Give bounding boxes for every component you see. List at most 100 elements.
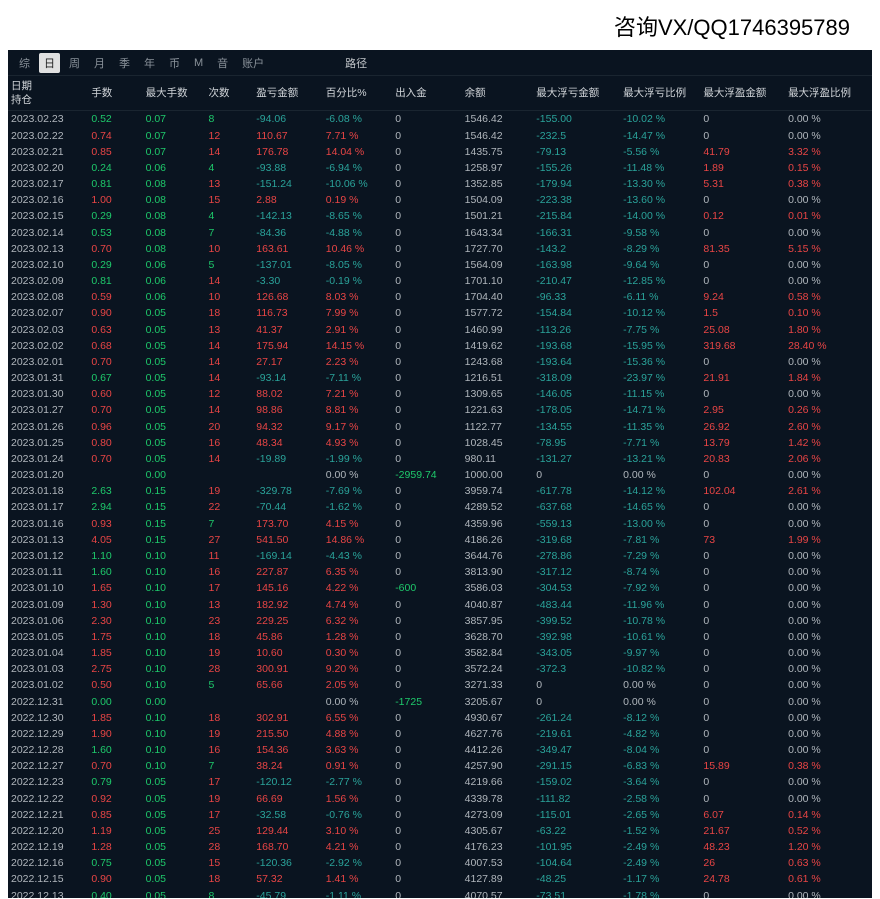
table-row[interactable]: 2022.12.210.850.0517-32.58-0.76 %04273.0… [8, 807, 872, 823]
table-row[interactable]: 2023.01.051.750.101845.861.28 %03628.70-… [8, 629, 872, 645]
col-header[interactable]: 出入金 [392, 76, 461, 111]
cell: 0.93 [88, 516, 142, 532]
table-row[interactable]: 2023.01.160.930.157173.704.15 %04359.96-… [8, 516, 872, 532]
cell [206, 694, 254, 710]
table-row[interactable]: 2022.12.150.900.051857.321.41 %04127.89-… [8, 871, 872, 887]
tab-综[interactable]: 综 [14, 53, 35, 73]
col-header[interactable]: 最大浮亏金额 [533, 76, 620, 111]
table-row[interactable]: 2022.12.310.000.000.00 %-17253205.6700.0… [8, 694, 872, 710]
cell: 18 [206, 305, 254, 321]
tab-账户[interactable]: 账户 [237, 53, 269, 73]
table-row[interactable]: 2023.02.020.680.0514175.9414.15 %01419.6… [8, 338, 872, 354]
table-row[interactable]: 2022.12.160.750.0515-120.36-2.92 %04007.… [8, 855, 872, 871]
cell: 0.79 [88, 774, 142, 790]
table-row[interactable]: 2023.01.182.630.1519-329.78-7.69 %03959.… [8, 483, 872, 499]
cell: -48.25 [533, 871, 620, 887]
table-row[interactable]: 2023.02.100.290.065-137.01-8.05 %01564.0… [8, 257, 872, 273]
col-header[interactable]: 最大浮盈比例 [785, 76, 872, 111]
cell: -131.27 [533, 451, 620, 467]
cell: 21.91 [700, 370, 785, 386]
cell: 0.14 % [785, 807, 872, 823]
table-row[interactable]: 2023.01.121.100.1011-169.14-4.43 %03644.… [8, 548, 872, 564]
cell: 1.41 % [323, 871, 392, 887]
cell: 0 [392, 435, 461, 451]
cell: 23 [206, 613, 254, 629]
col-header[interactable]: 百分比% [323, 76, 392, 111]
table-row[interactable]: 2022.12.291.900.1019215.504.88 %04627.76… [8, 726, 872, 742]
cell: -10.78 % [620, 613, 700, 629]
table-row[interactable]: 2023.01.091.300.1013182.924.74 %04040.87… [8, 597, 872, 613]
tab-M[interactable]: M [189, 55, 208, 71]
col-header[interactable]: 手数 [88, 76, 142, 111]
table-row[interactable]: 2023.01.041.850.101910.600.30 %03582.84-… [8, 645, 872, 661]
cell: 26.92 [700, 419, 785, 435]
col-header[interactable]: 最大浮盈金额 [700, 76, 785, 111]
table-row[interactable]: 2023.01.062.300.1023229.256.32 %03857.95… [8, 613, 872, 629]
table-row[interactable]: 2023.01.260.960.052094.329.17 %01122.77-… [8, 419, 872, 435]
table-row[interactable]: 2023.02.080.590.0610126.688.03 %01704.40… [8, 289, 872, 305]
table-row[interactable]: 2023.02.150.290.084-142.13-8.65 %01501.2… [8, 208, 872, 224]
cell: 41.79 [700, 144, 785, 160]
table-row[interactable]: 2023.02.140.530.087-84.36-4.88 %01643.34… [8, 225, 872, 241]
table-row[interactable]: 2023.01.111.600.1016227.876.35 %03813.90… [8, 564, 872, 580]
table-row[interactable]: 2023.02.030.630.051341.372.91 %01460.99-… [8, 322, 872, 338]
table-row[interactable]: 2022.12.281.600.1016154.363.63 %04412.26… [8, 742, 872, 758]
table-row[interactable]: 2023.02.200.240.064-93.88-6.94 %01258.97… [8, 160, 872, 176]
cell: 1216.51 [462, 370, 534, 386]
table-row[interactable]: 2023.01.270.700.051498.868.81 %01221.63-… [8, 402, 872, 418]
table-row[interactable]: 2022.12.230.790.0517-120.12-2.77 %04219.… [8, 774, 872, 790]
table-row[interactable]: 2023.02.220.740.0712110.677.71 %01546.42… [8, 128, 872, 144]
table-row[interactable]: 2023.01.200.000.00 %-2959.741000.0000.00… [8, 467, 872, 483]
tab-月[interactable]: 月 [89, 53, 110, 73]
cell: 302.91 [253, 710, 322, 726]
path-button[interactable]: 路径 [337, 53, 375, 73]
col-header[interactable]: 最大手数 [143, 76, 206, 111]
table-row[interactable]: 2023.02.230.520.078-94.06-6.08 %01546.42… [8, 111, 872, 128]
table-row[interactable]: 2023.01.101.650.1017145.164.22 %-6003586… [8, 580, 872, 596]
table-row[interactable]: 2022.12.301.850.1018302.916.55 %04930.67… [8, 710, 872, 726]
table-row[interactable]: 2022.12.270.700.10738.240.91 %04257.90-2… [8, 758, 872, 774]
tab-季[interactable]: 季 [114, 53, 135, 73]
tab-日[interactable]: 日 [39, 53, 60, 73]
table-row[interactable]: 2023.01.134.050.1527541.5014.86 %04186.2… [8, 532, 872, 548]
cell: -23.97 % [620, 370, 700, 386]
col-header[interactable]: 日期持仓 [8, 76, 88, 111]
tab-年[interactable]: 年 [139, 53, 160, 73]
cell: -9.58 % [620, 225, 700, 241]
cell: 2023.02.10 [8, 257, 88, 273]
tab-币[interactable]: 币 [164, 53, 185, 73]
tab-音[interactable]: 音 [212, 53, 233, 73]
cell: 0.00 % [785, 516, 872, 532]
col-header[interactable]: 次数 [206, 76, 254, 111]
table-row[interactable]: 2023.02.130.700.0810163.6110.46 %01727.7… [8, 241, 872, 257]
table-row[interactable]: 2023.01.250.800.051648.344.93 %01028.45-… [8, 435, 872, 451]
table-row[interactable]: 2023.02.010.700.051427.172.23 %01243.68-… [8, 354, 872, 370]
table-row[interactable]: 2023.02.070.900.0518116.737.99 %01577.72… [8, 305, 872, 321]
cell: 0.05 [143, 370, 206, 386]
tab-周[interactable]: 周 [64, 53, 85, 73]
cell: 0.10 [143, 742, 206, 758]
cell: -159.02 [533, 774, 620, 790]
table-row[interactable]: 2022.12.191.280.0528168.704.21 %04176.23… [8, 839, 872, 855]
table-row[interactable]: 2023.02.210.850.0714176.7814.04 %01435.7… [8, 144, 872, 160]
table-row[interactable]: 2023.01.032.750.1028300.919.20 %03572.24… [8, 661, 872, 677]
table-row[interactable]: 2022.12.130.400.058-45.79-1.11 %04070.57… [8, 888, 872, 898]
table-row[interactable]: 2023.02.161.000.08152.880.19 %01504.09-2… [8, 192, 872, 208]
table-row[interactable]: 2023.02.170.810.0813-151.24-10.06 %01352… [8, 176, 872, 192]
table-row[interactable]: 2023.01.300.600.051288.027.21 %01309.65-… [8, 386, 872, 402]
cell: -10.02 % [620, 111, 700, 128]
cell: 0.05 [143, 419, 206, 435]
cell: 980.11 [462, 451, 534, 467]
cell: 0.29 [88, 208, 142, 224]
table-row[interactable]: 2023.01.020.500.10565.662.05 %03271.3300… [8, 677, 872, 693]
cell: 10.46 % [323, 241, 392, 257]
table-row[interactable]: 2022.12.201.190.0525129.443.10 %04305.67… [8, 823, 872, 839]
table-row[interactable]: 2023.01.310.670.0514-93.14-7.11 %01216.5… [8, 370, 872, 386]
table-row[interactable]: 2022.12.220.920.051966.691.56 %04339.78-… [8, 791, 872, 807]
table-row[interactable]: 2023.02.090.810.0614-3.30-0.19 %01701.10… [8, 273, 872, 289]
col-header[interactable]: 余额 [462, 76, 534, 111]
col-header[interactable]: 最大浮亏比例 [620, 76, 700, 111]
table-row[interactable]: 2023.01.240.700.0514-19.89-1.99 %0980.11… [8, 451, 872, 467]
table-row[interactable]: 2023.01.172.940.1522-70.44-1.62 %04289.5… [8, 499, 872, 515]
col-header[interactable]: 盈亏金额 [253, 76, 322, 111]
